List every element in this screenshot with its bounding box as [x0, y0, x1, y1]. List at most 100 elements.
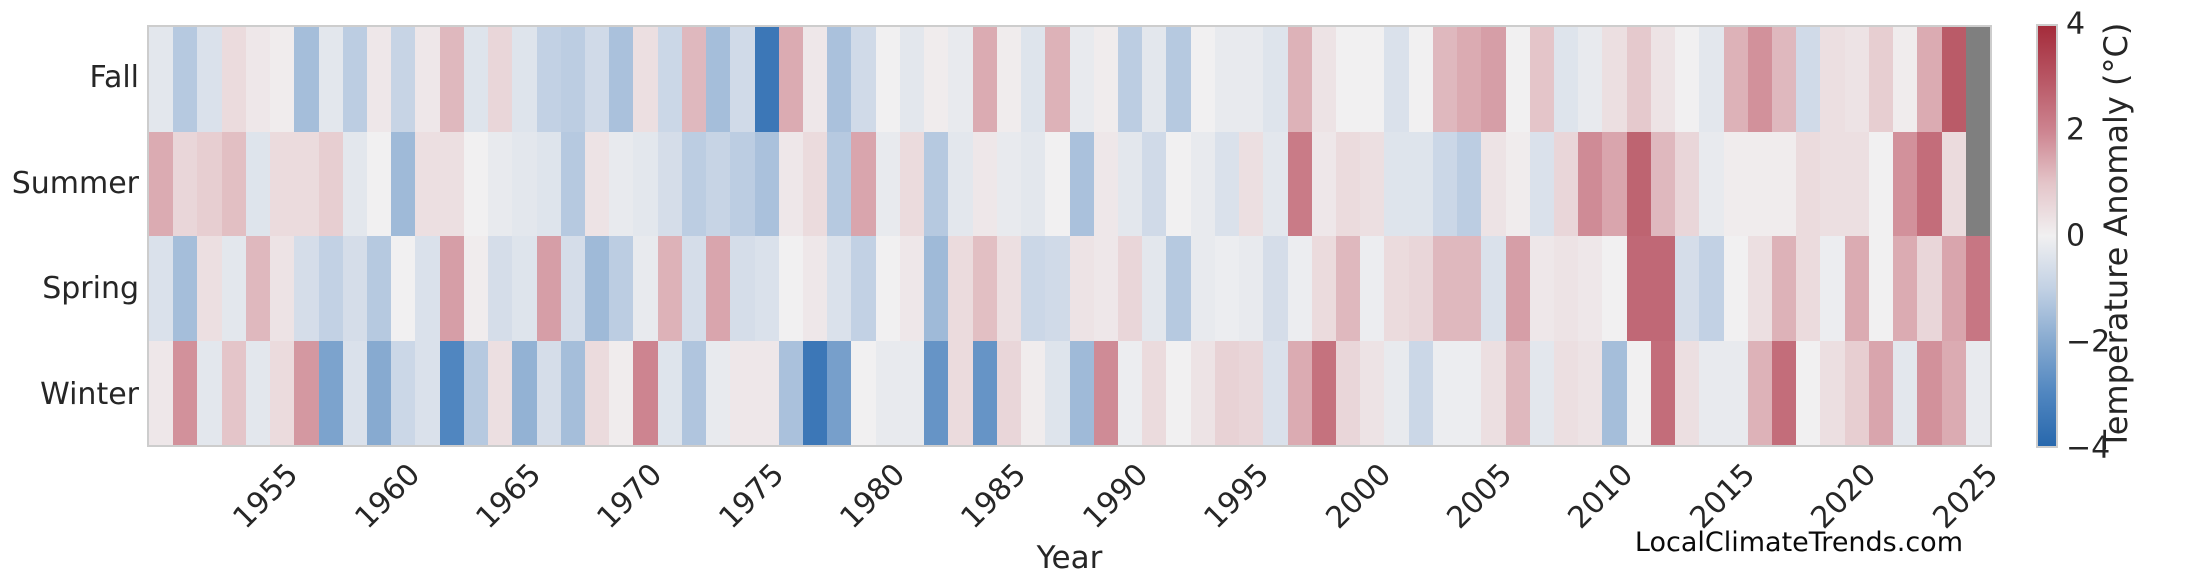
heatmap-cell: [1190, 340, 1215, 445]
heatmap-cell: [1214, 131, 1240, 236]
heatmap-cell: [318, 236, 343, 341]
heatmap-cell: [996, 340, 1022, 445]
heatmap-cell: [1941, 340, 1966, 445]
heatmap-cell: [1529, 27, 1554, 132]
heatmap-cell: [1117, 27, 1143, 132]
heatmap-cell: [1893, 27, 1918, 132]
heatmap-cell: [391, 131, 416, 236]
heatmap-cell: [681, 236, 707, 341]
heatmap-cell: [924, 27, 949, 132]
heatmap-cell: [1142, 27, 1167, 132]
heatmap-cell: [197, 236, 222, 341]
heatmap-cell: [706, 340, 731, 445]
heatmap-cell: [221, 27, 246, 132]
heatmap-cell: [972, 340, 997, 445]
heatmap-cell: [681, 27, 707, 132]
heatmap-cell: [488, 340, 513, 445]
heatmap-cell: [1868, 27, 1894, 132]
row-label-spring: Spring: [42, 271, 139, 307]
heatmap-cell: [342, 131, 367, 236]
heatmap-cell: [1941, 27, 1966, 132]
heatmap-cell: [875, 236, 900, 341]
heatmap-cell: [1626, 27, 1651, 132]
heatmap-cell: [512, 340, 537, 445]
heatmap-cell: [488, 236, 513, 341]
heatmap-cell: [1965, 131, 1990, 236]
heatmap-cell: [270, 340, 295, 445]
heatmap-cell: [1747, 131, 1772, 236]
heatmap-cell: [1045, 27, 1070, 132]
heatmap-cell: [924, 236, 949, 341]
heatmap-cell: [1529, 131, 1554, 236]
x-tick-label: 2010: [1561, 457, 1641, 536]
heatmap-cell: [827, 236, 852, 341]
heatmap-cell: [1965, 27, 1990, 132]
heatmap-cell: [730, 131, 755, 236]
heatmap-cell: [1675, 340, 1700, 445]
heatmap-cell: [1602, 236, 1627, 341]
heatmap-cell: [609, 27, 634, 132]
heatmap-cell: [681, 340, 707, 445]
heatmap-cell: [1820, 27, 1845, 132]
heatmap-cell: [415, 340, 440, 445]
heatmap-cell: [1917, 27, 1942, 132]
heatmap-cell: [173, 131, 198, 236]
heatmap-cell: [173, 236, 198, 341]
heatmap-cell: [1432, 236, 1458, 341]
heatmap-cell: [1481, 340, 1506, 445]
heatmap-cell: [1069, 340, 1094, 445]
heatmap-cell: [1675, 131, 1700, 236]
heatmap-cell: [149, 131, 174, 236]
heatmap-cell: [1578, 131, 1603, 236]
heatmap-cell: [173, 340, 198, 445]
heatmap-cell: [391, 340, 416, 445]
heatmap-cell: [730, 27, 755, 132]
heatmap-cell: [1432, 340, 1458, 445]
colorbar-tick-label: 4: [2066, 6, 2086, 42]
heatmap-cell: [633, 236, 658, 341]
heatmap-cell: [706, 131, 731, 236]
heatmap-cell: [899, 340, 925, 445]
heatmap-cell: [512, 236, 537, 341]
heatmap-cell: [657, 131, 682, 236]
heatmap-cell: [1965, 236, 1990, 341]
heatmap-cell: [391, 236, 416, 341]
heatmap-cell: [633, 340, 658, 445]
heatmap-cell: [609, 236, 634, 341]
heatmap-cell: [536, 131, 561, 236]
heatmap-cell: [1263, 340, 1288, 445]
x-tick-label: 1955: [226, 457, 306, 536]
heatmap-cell: [996, 27, 1022, 132]
heatmap-cell: [1602, 131, 1627, 236]
heatmap-cell: [1529, 340, 1554, 445]
x-tick-label: 2025: [1925, 457, 2005, 536]
heatmap-cell: [778, 27, 804, 132]
heatmap-cell: [899, 131, 925, 236]
heatmap-cell: [899, 236, 925, 341]
heatmap-cell: [1408, 236, 1433, 341]
heatmap-cell: [1941, 131, 1966, 236]
heatmap-cell: [585, 131, 610, 236]
heatmap-cell: [1481, 236, 1506, 341]
heatmap-cell: [1457, 131, 1482, 236]
x-tick-label: 1970: [590, 457, 670, 536]
heatmap-cell: [149, 236, 174, 341]
x-tick-label: 2005: [1440, 457, 1520, 536]
heatmap-cell: [633, 27, 658, 132]
heatmap-cell: [706, 27, 731, 132]
heatmap-cell: [1699, 131, 1724, 236]
heatmap-cell: [1408, 131, 1433, 236]
heatmap-cell: [778, 236, 804, 341]
heatmap-cell: [1045, 131, 1070, 236]
heatmap-cell: [270, 236, 295, 341]
heatmap-cell: [1820, 131, 1845, 236]
heatmap-cell: [1457, 236, 1482, 341]
heatmap-cell: [1239, 27, 1264, 132]
heatmap-cell: [948, 131, 973, 236]
heatmap-cell: [730, 340, 755, 445]
heatmap-cell: [439, 340, 464, 445]
heatmap-cell: [1723, 131, 1748, 236]
heatmap-cell: [342, 340, 367, 445]
heatmap-cell: [1093, 340, 1118, 445]
